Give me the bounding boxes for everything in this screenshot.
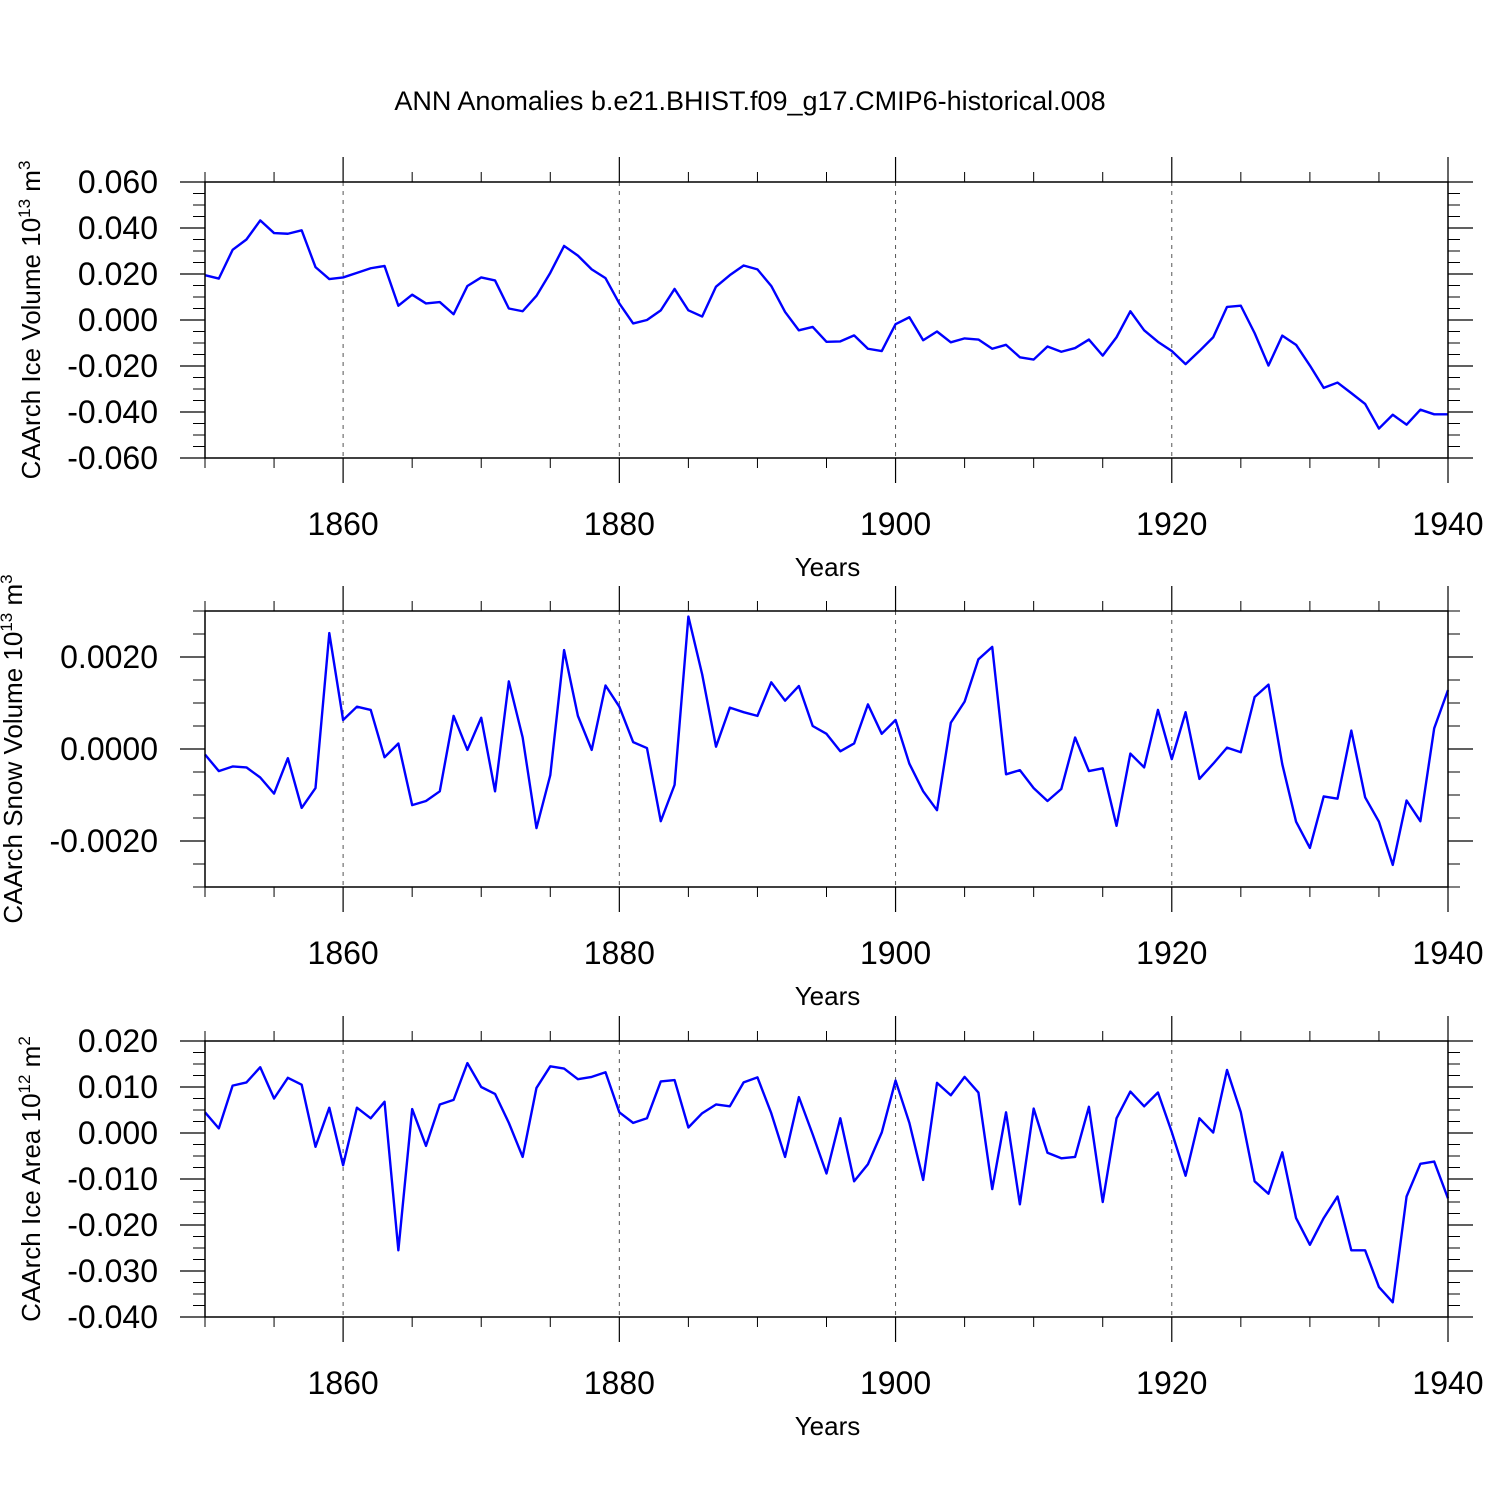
y-tick-label: 0.020 [78, 256, 158, 292]
x-tick-label: 1860 [308, 506, 379, 542]
series-line [204, 219, 1448, 430]
panel-1: 1860 1880 1900 1920 1940 -0.060 -0.040 -0.020 0.… [15, 157, 1484, 582]
y-tick-label: 0.000 [78, 1115, 158, 1151]
x-tick-label: 1860 [308, 1365, 379, 1401]
x-tick-label: 1880 [584, 1365, 655, 1401]
y-tick-label: -0.020 [67, 348, 158, 384]
x-tick-label: 1880 [584, 506, 655, 542]
panels: 1860 1880 1900 1920 1940 -0.060 -0.040 -0.020 0.… [0, 157, 1484, 1441]
y-tick-label: 0.020 [78, 1023, 158, 1059]
y-tick-label: -0.040 [67, 1299, 158, 1335]
x-tick-label: 1940 [1412, 935, 1483, 971]
x-tick-label: 1900 [860, 935, 931, 971]
y-axis-label: CAArch Ice Area 1012 m2 [15, 1036, 46, 1322]
panel-2: 1860 1880 1900 1920 1940 -0.0020 0.0000 0.0020 Y… [0, 574, 1484, 1011]
series-line [204, 1061, 1450, 1304]
y-tick-label: -0.030 [67, 1253, 158, 1289]
y-tick-label: -0.040 [67, 394, 158, 430]
y-tick-label: -0.020 [67, 1207, 158, 1243]
x-tick-label: 1880 [584, 935, 655, 971]
x-tick-label: 1940 [1412, 1365, 1483, 1401]
x-tick-label: 1860 [308, 935, 379, 971]
y-axis-label: CAArch Snow Volume 1013 m3 [0, 574, 28, 923]
plot-frame [204, 1040, 1449, 1318]
y-axis-label: CAArch Ice Volume 1013 m3 [15, 161, 46, 480]
chart-title: ANN Anomalies b.e21.BHIST.f09_g17.CMIP6-… [394, 86, 1105, 116]
x-tick-label: 1920 [1136, 1365, 1207, 1401]
y-tick-label: 0.040 [78, 210, 158, 246]
x-axis-label: Years [795, 552, 861, 582]
x-axis-label: Years [795, 1411, 861, 1441]
x-axis-label: Years [795, 981, 861, 1011]
panel-3: 1860 1880 1900 1920 1940 -0.040 -0.030 -0.020 -0… [15, 1016, 1484, 1441]
series-line [204, 615, 1450, 867]
x-tick-label: 1940 [1412, 506, 1483, 542]
plot-frame [204, 610, 1449, 888]
x-tick-label: 1920 [1136, 935, 1207, 971]
y-tick-label: -0.010 [67, 1161, 158, 1197]
x-tick-label: 1900 [860, 1365, 931, 1401]
y-tick-label: 0.000 [78, 302, 158, 338]
y-tick-label: -0.0020 [49, 823, 158, 859]
x-tick-label: 1920 [1136, 506, 1207, 542]
y-tick-label: 0.010 [78, 1069, 158, 1105]
y-tick-label: -0.060 [67, 440, 158, 476]
y-tick-label: 0.0020 [60, 639, 158, 675]
x-tick-label: 1900 [860, 506, 931, 542]
y-tick-label: 0.060 [78, 164, 158, 200]
y-tick-label: 0.0000 [60, 731, 158, 767]
plot-frame [204, 181, 1449, 459]
